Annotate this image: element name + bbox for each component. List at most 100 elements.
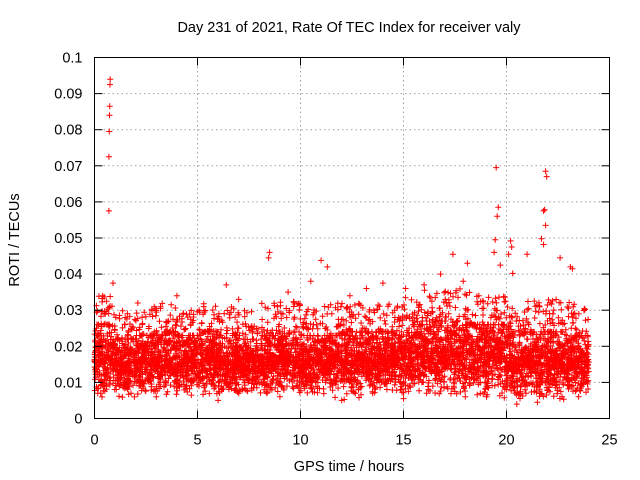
data-point [153,357,160,364]
data-point [139,331,146,338]
data-point [126,369,133,376]
data-point [115,381,122,388]
data-point [146,361,153,368]
data-point [98,313,104,320]
data-point [136,368,143,375]
data-point [159,300,166,307]
data-point [423,318,430,324]
data-point [377,314,384,321]
data-point [121,351,128,358]
data-point [163,391,170,398]
data-point [183,363,190,370]
data-point [106,304,112,311]
data-point [181,326,188,333]
data-point [201,382,208,389]
data-point [156,318,163,325]
data-point [175,363,182,370]
data-point [92,338,99,345]
data-point [480,312,486,318]
data-point [98,373,105,379]
data-point [184,389,191,395]
data-point [127,321,133,327]
data-point [151,342,158,349]
data-point [186,357,193,363]
data-point [188,307,195,314]
data-point [136,347,143,353]
data-point [133,349,140,356]
data-point [310,321,317,328]
data-point [215,310,222,317]
data-point [343,304,350,311]
data-point [133,372,140,379]
data-point [162,382,169,388]
data-point [183,385,189,392]
data-point [182,325,189,332]
data-point [189,332,196,339]
data-point [167,312,174,319]
data-point [277,302,284,309]
data-point [104,374,111,380]
data-point [165,350,172,357]
data-point [356,300,363,307]
data-point [95,352,102,359]
data-point [174,317,181,324]
data-point [166,337,173,344]
data-point [358,320,365,326]
data-point [469,311,476,318]
data-point [452,304,459,311]
data-point [175,353,182,360]
data-point [152,312,159,319]
data-point [125,331,131,338]
data-point [162,323,169,330]
data-point [124,310,131,317]
data-point [181,340,188,347]
data-point [127,344,134,350]
data-point [244,388,251,395]
data-point [100,363,107,370]
data-point [111,323,118,330]
data-point [120,368,126,375]
data-point [96,349,103,356]
data-point [289,384,296,390]
data-point [274,303,281,310]
data-point [166,369,173,376]
data-point [339,300,345,307]
data-point [323,324,330,330]
data-point [380,310,387,317]
data-point [264,319,271,326]
data-point [131,393,138,400]
data-point [116,393,122,400]
data-point [332,394,339,401]
data-point [445,310,452,317]
data-point [408,296,415,303]
data-point [179,357,185,364]
data-point [138,360,145,366]
data-point [101,377,108,384]
data-point [107,293,114,300]
data-point [139,320,146,327]
data-point [174,387,181,394]
data-point [168,330,175,337]
data-point [118,347,125,354]
data-point [176,347,183,354]
data-point [155,346,162,353]
data-point [248,308,255,315]
data-point [142,313,149,320]
data-point [135,376,142,383]
data-point [162,368,169,375]
data-point [385,329,392,336]
data-point [375,302,382,308]
data-point [101,359,108,366]
data-point [296,301,303,308]
data-point [162,363,169,369]
data-point [144,340,150,347]
data-point [446,303,453,310]
data-point [119,307,126,314]
data-point [164,341,171,347]
data-point [182,369,189,376]
data-point [157,303,164,310]
data-point [175,332,182,339]
data-point [145,378,152,385]
data-point [168,301,175,308]
data-point [172,328,179,335]
